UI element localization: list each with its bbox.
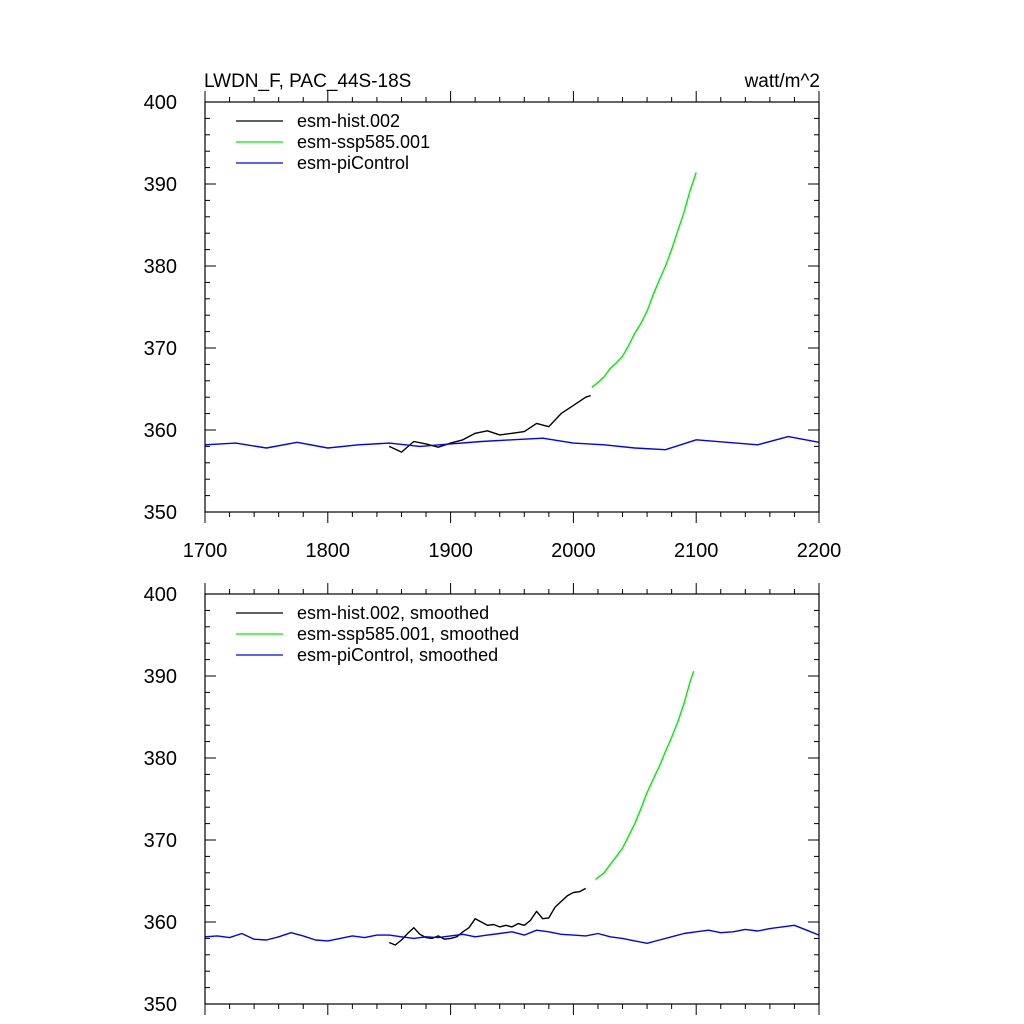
bottom-panel: 350 360 370 380 390 400 esm-hist.002, smoothe…	[144, 583, 820, 1016]
top-legend-label-ctrl: esm-piControl	[297, 153, 409, 173]
bottom-plot-frame	[204, 593, 820, 1005]
top-xtick-label: 2000	[551, 540, 596, 562]
top-xtick-label: 1800	[306, 540, 351, 562]
bottom-ytick-label: 360	[144, 912, 177, 934]
top-legend-label-ssp: esm-ssp585.001	[297, 132, 430, 152]
chart-title: LWDN_F, PAC_44S-18S	[204, 71, 411, 92]
bottom-legend-label-ssp: esm-ssp585.001, smoothed	[297, 624, 519, 644]
bottom-legend-label-hist: esm-hist.002, smoothed	[297, 603, 489, 623]
top-series-ctrl	[204, 435, 820, 451]
top-xtick-label: 1700	[183, 540, 228, 562]
bottom-ytick-label: 370	[144, 830, 177, 852]
bottom-legend: esm-hist.002, smoothed esm-ssp585.001, s…	[236, 603, 519, 665]
top-series-layer	[204, 172, 820, 453]
bottom-ytick-label: 380	[144, 748, 177, 770]
bottom-series-ssp	[595, 670, 695, 880]
top-ytick-label: 400	[144, 92, 177, 114]
bottom-ytick-label: 390	[144, 666, 177, 688]
top-series-hist	[388, 394, 591, 453]
bottom-series-ctrl	[204, 924, 820, 944]
top-panel: 350 360 370 380 390 400 1700 1800 1900 2000 2100 22…	[144, 91, 842, 562]
top-plot-frame	[204, 101, 820, 513]
top-xtick-label: 1900	[428, 540, 473, 562]
top-series-ssp	[591, 172, 697, 388]
bottom-ytick-label: 400	[144, 584, 177, 606]
top-ticks-layer: 350 360 370 380 390 400 1700 1800 1900 2000 2100 22…	[144, 91, 842, 562]
top-ytick-label: 350	[144, 502, 177, 524]
bottom-series-layer	[204, 670, 820, 946]
bottom-series-hist	[388, 887, 587, 946]
top-ytick-label: 380	[144, 256, 177, 278]
bottom-legend-label-ctrl: esm-piControl, smoothed	[297, 645, 498, 665]
top-legend-label-hist: esm-hist.002	[297, 111, 400, 131]
bottom-ytick-label: 350	[144, 994, 177, 1016]
top-xtick-label: 2100	[674, 540, 719, 562]
top-legend: esm-hist.002 esm-ssp585.001 esm-piContro…	[236, 111, 430, 173]
units-label: watt/m^2	[744, 71, 820, 92]
top-ytick-label: 360	[144, 420, 177, 442]
top-ytick-label: 370	[144, 338, 177, 360]
top-ytick-label: 390	[144, 174, 177, 196]
top-xtick-label: 2200	[797, 540, 842, 562]
bottom-ticks-layer: 350 360 370 380 390 400	[144, 583, 820, 1016]
